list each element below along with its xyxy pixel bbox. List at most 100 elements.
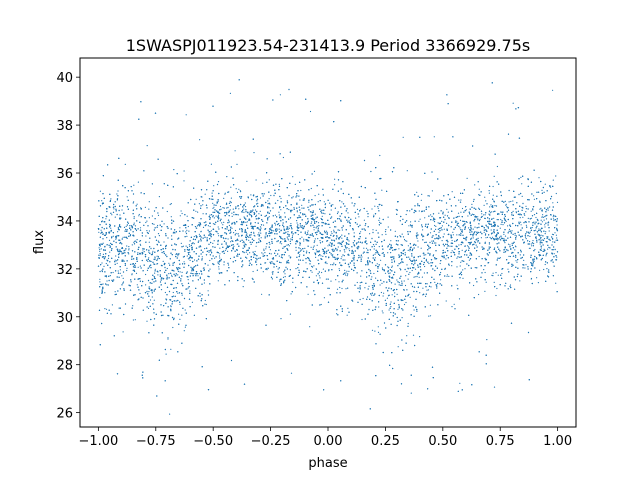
data-point — [541, 221, 544, 223]
data-point — [547, 236, 549, 238]
data-point — [153, 258, 155, 260]
data-point — [281, 257, 283, 259]
data-point — [553, 253, 555, 255]
data-point — [118, 251, 121, 253]
data-point — [148, 291, 150, 293]
data-point — [419, 292, 421, 294]
data-point — [381, 234, 383, 236]
data-point — [376, 263, 378, 265]
data-point — [103, 265, 105, 267]
data-point — [390, 311, 392, 314]
data-point — [217, 226, 219, 228]
data-point — [111, 304, 113, 306]
data-point — [344, 259, 346, 261]
data-point — [395, 208, 397, 211]
data-point — [393, 260, 396, 262]
data-point — [217, 181, 220, 183]
data-point — [149, 299, 152, 301]
data-point — [398, 248, 400, 250]
data-point — [255, 260, 257, 262]
data-point — [222, 224, 224, 226]
data-point — [259, 230, 261, 232]
data-point — [348, 240, 350, 242]
data-point — [345, 272, 347, 274]
data-point — [298, 214, 300, 217]
data-point — [555, 282, 557, 284]
data-point — [343, 255, 345, 257]
data-point — [119, 214, 121, 216]
data-point — [545, 231, 547, 233]
data-point — [335, 226, 337, 228]
data-point — [132, 305, 134, 307]
data-point — [530, 217, 533, 219]
data-point — [133, 201, 135, 203]
data-point — [284, 273, 286, 275]
data-point — [243, 208, 245, 210]
data-point — [209, 225, 211, 228]
data-point — [254, 209, 257, 211]
data-point — [172, 295, 174, 297]
data-point — [137, 266, 139, 268]
data-point — [508, 255, 510, 257]
data-point — [494, 205, 496, 207]
data-point — [292, 281, 294, 283]
data-point — [334, 178, 336, 180]
data-point — [312, 211, 314, 213]
data-point — [177, 274, 179, 276]
data-point — [492, 194, 494, 196]
data-point — [255, 179, 257, 181]
data-point — [377, 331, 380, 333]
data-point — [543, 219, 545, 221]
data-point — [484, 241, 486, 243]
data-point — [133, 222, 135, 224]
data-point — [148, 217, 150, 219]
data-point — [317, 229, 319, 231]
data-point — [340, 258, 342, 260]
data-point — [139, 240, 141, 242]
data-point — [180, 210, 182, 212]
data-point — [446, 274, 448, 276]
data-point — [137, 181, 139, 183]
data-point — [496, 165, 498, 168]
data-point — [555, 239, 557, 241]
data-point — [145, 235, 147, 237]
data-point — [348, 270, 350, 272]
data-point — [224, 249, 227, 251]
data-point — [521, 195, 523, 197]
data-point — [254, 235, 256, 237]
data-point — [274, 214, 276, 216]
data-point — [451, 239, 453, 242]
data-point — [225, 242, 227, 244]
data-point — [431, 190, 433, 192]
data-point — [326, 262, 328, 265]
data-point — [114, 259, 116, 261]
data-point — [134, 262, 137, 265]
data-point — [230, 186, 232, 188]
data-point — [446, 222, 448, 224]
data-point — [229, 92, 231, 94]
data-point — [346, 275, 348, 277]
data-point — [299, 254, 301, 256]
data-point — [478, 255, 480, 258]
data-point — [456, 234, 458, 236]
data-point — [108, 239, 111, 241]
data-point — [157, 233, 160, 235]
data-point — [115, 238, 117, 240]
data-point — [515, 260, 517, 262]
data-point — [328, 223, 330, 225]
data-point — [104, 292, 106, 294]
data-point — [536, 277, 538, 279]
data-point — [157, 224, 159, 227]
data-point — [397, 346, 399, 348]
data-point — [211, 192, 213, 194]
data-point — [179, 318, 181, 320]
data-point — [105, 262, 107, 265]
data-point — [544, 263, 546, 266]
data-point — [149, 265, 151, 267]
data-point — [510, 200, 512, 203]
data-point — [270, 194, 272, 197]
data-point — [291, 235, 294, 237]
data-point — [100, 248, 102, 250]
data-point — [329, 202, 331, 204]
